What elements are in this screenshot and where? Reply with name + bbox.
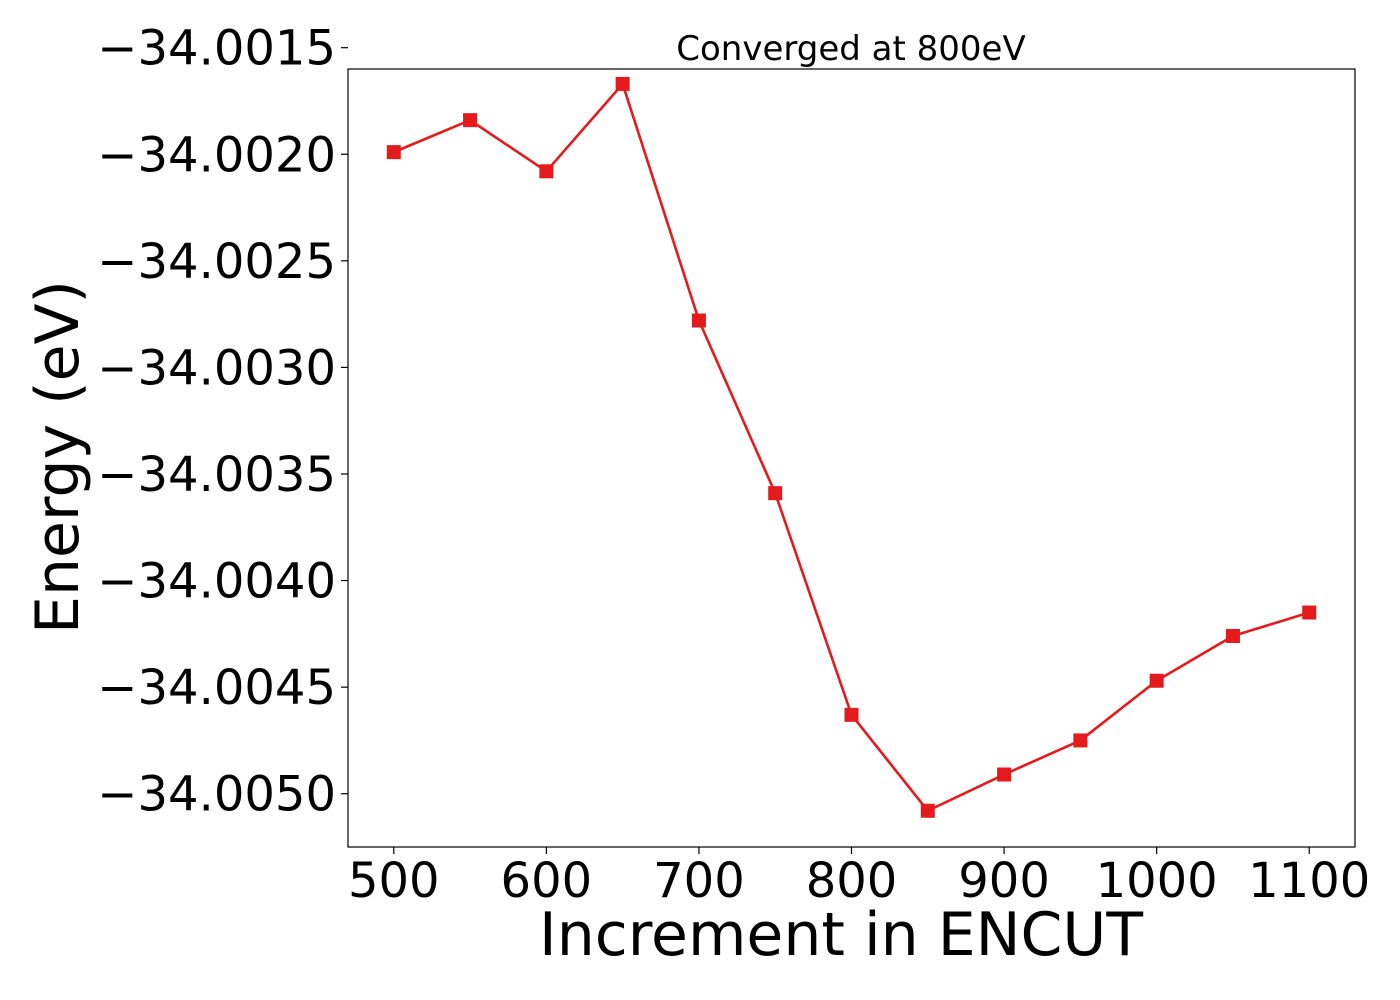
x-tick-label: 600 <box>501 853 593 909</box>
x-axis-title: Increment in ENCUT <box>539 900 1143 970</box>
data-point-marker <box>768 486 783 501</box>
plot-area-frame <box>347 68 1356 848</box>
x-tick-label: 800 <box>806 853 898 909</box>
data-point-marker <box>1302 605 1317 620</box>
data-point-marker <box>997 767 1012 782</box>
x-tick-label: 500 <box>348 853 440 909</box>
data-point-marker <box>463 113 478 128</box>
y-tick-label: −34.0025 <box>97 234 336 290</box>
y-axis-title: Energy (eV) <box>23 280 93 634</box>
x-tick-label: 1000 <box>1096 853 1218 909</box>
y-tick-label: −34.0020 <box>97 127 336 183</box>
data-point-marker <box>1073 733 1088 748</box>
data-point-marker <box>1225 628 1240 643</box>
x-tick-label: 900 <box>958 853 1050 909</box>
data-point-marker <box>691 313 706 328</box>
y-axis-ticks: −34.0015 −34.0020 −34.0025 −34.0030 −34.0035… <box>97 21 348 823</box>
data-point-marker <box>844 707 859 722</box>
y-tick-label: −34.0035 <box>97 447 336 503</box>
x-axis-ticks: 500 600 700 800 900 1000 1100 <box>348 847 1370 909</box>
data-point-marker <box>615 76 630 91</box>
series-line <box>393 82 1310 813</box>
y-tick-label: −34.0030 <box>97 340 336 396</box>
y-tick-label: −34.0045 <box>97 660 336 716</box>
chart-title: Converged at 800eV <box>676 29 1025 69</box>
y-tick-label: −34.0015 <box>97 21 336 77</box>
data-point-marker <box>1149 673 1164 688</box>
x-tick-label: 700 <box>653 853 745 909</box>
data-point-marker <box>539 164 554 179</box>
data-point-marker <box>386 145 401 160</box>
y-tick-label: −34.0050 <box>97 767 336 823</box>
y-tick-label: −34.0040 <box>97 554 336 610</box>
data-point-marker <box>920 803 935 818</box>
series-layer <box>386 76 1317 818</box>
x-tick-label: 1100 <box>1248 853 1370 909</box>
